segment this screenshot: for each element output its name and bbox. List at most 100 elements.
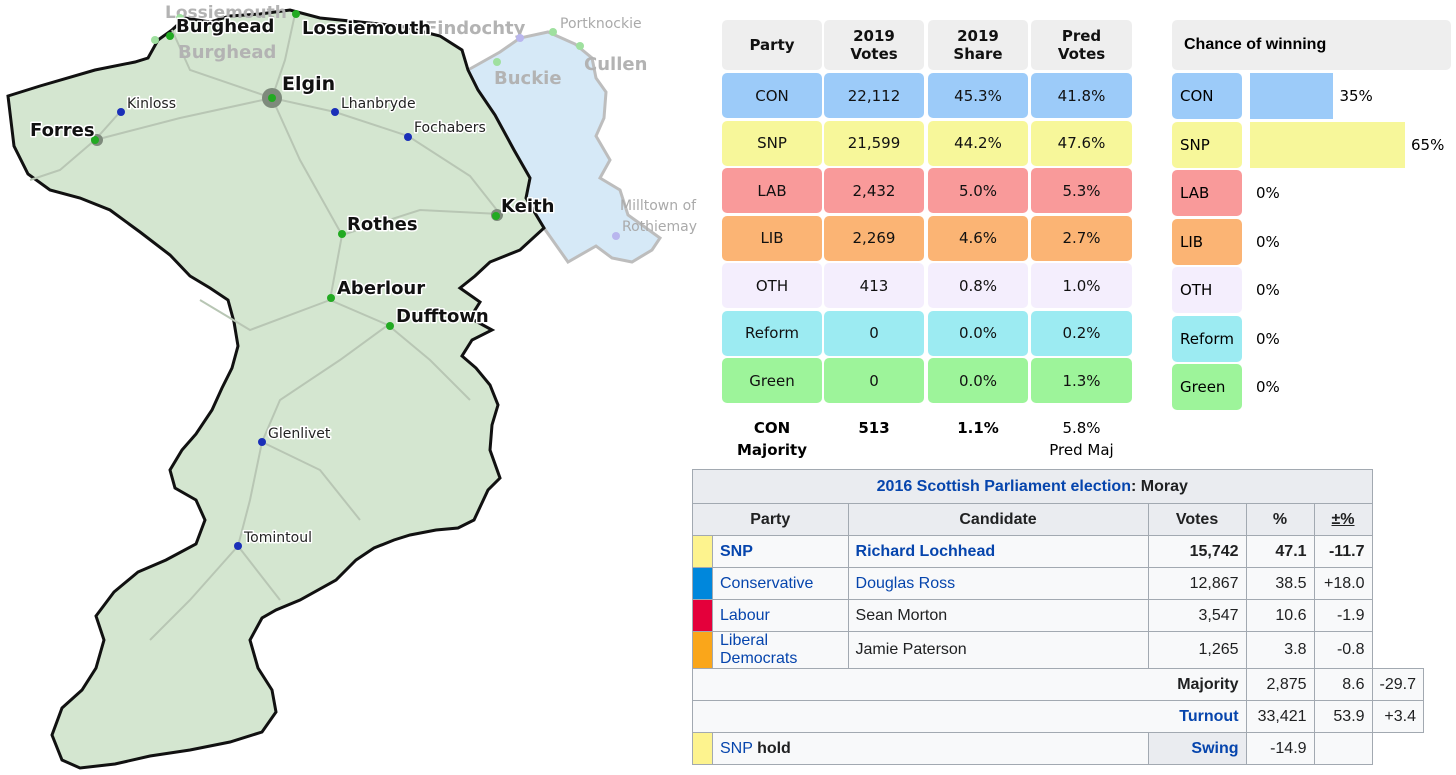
chance-pct-oth: 0% [1256,281,1280,299]
minor-towns: Kinloss Lhanbryde Fochabers Glenlivet Tomint… [117,95,487,550]
hold-row: SNP hold Swing -14.9 [692,732,1424,765]
faded-label-milltown-of: Milltown of [620,198,697,214]
prediction-votes-reform: 0 [824,310,924,356]
chance-title: Chance of winning [1172,20,1451,70]
prediction-party-snp: SNP [722,120,822,166]
prediction-header-line: Votes [1057,45,1106,63]
chance-party-snp: SNP [1172,121,1242,168]
prediction-pred-reform: 0.2% [1031,310,1132,356]
town-marker-rothes [338,230,346,238]
faded-town-marker [516,34,524,42]
chance-party-oth: OTH [1172,267,1242,313]
faded-town-marker [493,58,501,66]
chance-party-green: Green [1172,364,1242,410]
prediction-header-3: Pred Votes [1031,20,1132,70]
prediction-pred-lab: 5.3% [1031,168,1132,213]
prediction-header-0: Party [722,20,822,70]
pct: 3.8 [1245,631,1315,669]
chance-party-lib: LIB [1172,218,1242,265]
town-marker-dufftown [386,322,394,330]
village-label-glenlivet: Glenlivet [268,426,331,442]
town-label-lossiemouth: Lossiemouth [302,18,431,39]
town-label-dufftown: Dufftown [396,306,489,327]
village-label-tomintoul: Tomintoul [243,530,312,546]
party-link[interactable]: Liberal Democrats [712,631,849,669]
major-towns: Elgin Forres Keith Rothes Aberlour Dufftown Lo… [29,10,556,330]
majority-party: CON [753,419,791,437]
faded-label-lossiemouth: Lossiemouth [165,3,287,23]
change: -0.8 [1313,631,1373,669]
town-marker-burghead [166,32,174,40]
votes: 3,547 [1147,599,1247,632]
party-swatch [692,599,713,632]
pct: 47.1 [1245,535,1315,568]
faded-town-marker [576,42,584,50]
faded-label-buckie: Buckie [494,68,562,89]
swing-link[interactable]: Swing [1147,732,1247,765]
prediction-votes-oth: 413 [824,263,924,308]
moray-region [6,8,546,770]
election-title-link[interactable]: 2016 Scottish Parliament election [876,477,1131,495]
prediction-share-oth: 0.8% [928,263,1028,308]
prediction-votes-green: 0 [824,358,924,403]
prediction-votes-con: 22,112 [824,73,924,118]
party-swatch [692,631,713,669]
votes: 1,265 [1147,631,1247,669]
prediction-votes-lib: 2,269 [824,215,924,261]
prediction-share-lab: 5.0% [928,168,1028,213]
pred-majority-cell: 5.8% Pred Maj [1031,417,1132,461]
prediction-votes-lab: 2,432 [824,168,924,213]
faded-town-marker [549,28,557,36]
pct: 10.6 [1245,599,1315,632]
majority-row-label: Majority [692,668,1247,701]
majority-row-votes: 2,875 [1245,668,1315,701]
col-candidate: Candidate [847,503,1149,536]
turnout-votes: 33,421 [1245,700,1315,733]
prediction-party-green: Green [722,358,822,403]
hold-word: hold [757,739,791,757]
hold-party-link[interactable]: SNP [720,739,753,757]
village-marker-tomintoul [234,542,242,550]
pct: 38.5 [1245,567,1315,600]
candidate-name[interactable]: Douglas Ross [847,567,1149,600]
change: -11.7 [1313,535,1373,568]
majority-party-cell: CON Majority [722,417,822,461]
hold-text: SNP hold [712,732,1149,765]
swing-value: -14.9 [1245,732,1315,765]
chance-bar-snp [1250,121,1405,168]
prediction-header-line: 2019 [853,27,895,45]
party-link[interactable]: SNP [712,535,849,568]
town-label-aberlour: Aberlour [337,278,425,299]
swing-empty [1313,732,1373,765]
prediction-share-green: 0.0% [928,358,1028,403]
table-row: Labour Sean Morton 3,547 10.6 -1.9 [692,599,1424,632]
prediction-header-line: Votes [850,45,898,63]
turnout-link[interactable]: Turnout [692,700,1247,733]
chance-party-lab: LAB [1172,170,1242,216]
prediction-party-lib: LIB [722,215,822,261]
faded-label-portknockie: Portknockie [560,16,642,32]
town-marker-forres [91,136,99,144]
col-change[interactable]: ±% [1313,503,1373,536]
change: -1.9 [1313,599,1373,632]
faded-town-marker [612,232,620,240]
prediction-pred-con: 41.8% [1031,73,1132,118]
prediction-share-reform: 0.0% [928,310,1028,356]
prediction-share-con: 45.3% [928,73,1028,118]
prediction-header-line: Share [953,45,1003,63]
party-link[interactable]: Labour [712,599,849,632]
town-marker-aberlour [327,294,335,302]
village-marker-lhanbryde [331,108,339,116]
prediction-header-1: 2019 Votes [824,20,924,70]
party-link[interactable]: Conservative [712,567,849,600]
candidate-name[interactable]: Richard Lochhead [847,535,1149,568]
change: +18.0 [1313,567,1373,600]
town-label-rothes: Rothes [347,214,418,235]
prediction-party-lab: LAB [722,168,822,213]
faded-town-marker [151,36,159,44]
majority-row: Majority 2,875 8.6 -29.7 [692,668,1425,701]
chance-pct-lab: 0% [1256,184,1280,202]
majority-share: 1.1% [957,419,999,437]
table-header-row: Party Candidate Votes % ±% [692,503,1424,536]
